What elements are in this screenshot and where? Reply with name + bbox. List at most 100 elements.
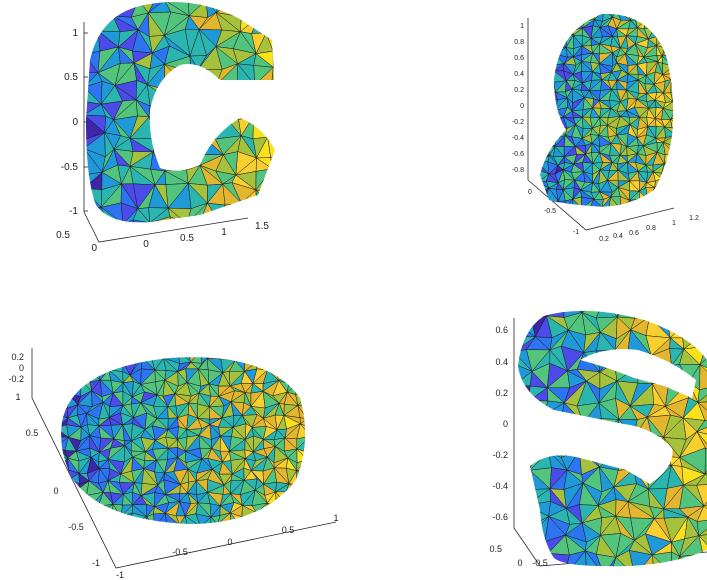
mesh-facet <box>518 451 531 475</box>
mesh-facet <box>322 503 332 518</box>
mesh-facet <box>699 364 707 391</box>
mesh-facet <box>683 125 691 138</box>
mesh-facet <box>647 198 657 207</box>
mesh-facet <box>308 529 318 538</box>
mesh-facet <box>278 357 287 360</box>
z-tick-label: 0 <box>19 363 24 373</box>
mesh-facet <box>238 84 256 104</box>
mesh-facet <box>307 361 322 371</box>
mesh-facet <box>671 19 674 30</box>
mesh-facet <box>67 536 78 548</box>
mesh-facet <box>61 385 70 396</box>
mesh-facet <box>297 357 306 362</box>
mesh-facet <box>538 219 547 226</box>
mesh-facet <box>676 125 684 138</box>
mesh-facet <box>670 319 689 339</box>
mesh-facet <box>201 80 217 99</box>
mesh-facet <box>544 83 556 93</box>
mesh-facet <box>75 368 91 381</box>
mesh-facet <box>645 316 671 339</box>
mesh-facet <box>548 432 566 452</box>
mesh-facet <box>681 189 691 199</box>
mesh-facet <box>98 218 124 223</box>
y-tick-label: 0 <box>528 189 532 196</box>
mesh-facet <box>184 98 206 124</box>
mesh-facet <box>317 403 331 416</box>
mesh-facet <box>670 182 674 191</box>
z-ticks: 0.6 0.4 0.2 0 -0.2 -0.4 -0.6 <box>492 325 508 522</box>
mesh-facet <box>265 32 275 57</box>
mesh-facet <box>265 16 275 34</box>
z-tick-label: 0.8 <box>514 39 524 46</box>
z-tick-label: 0.4 <box>514 71 524 78</box>
mesh-facet <box>86 12 103 32</box>
mesh-facet <box>307 436 323 452</box>
mesh-facet <box>611 209 620 217</box>
mesh-facet <box>670 163 674 175</box>
mesh-facet <box>540 13 547 20</box>
mesh-facet <box>91 504 101 517</box>
mesh-facet <box>680 39 691 48</box>
mesh-facet <box>609 209 621 214</box>
mesh-facet <box>664 310 689 320</box>
mesh-facet <box>518 436 535 457</box>
mesh-facet <box>518 400 530 422</box>
mesh-facet <box>540 127 550 138</box>
mesh-facet <box>671 28 674 40</box>
mesh-facet <box>266 220 275 223</box>
mesh-facet <box>61 392 70 408</box>
mesh-facet <box>540 111 548 120</box>
mesh-facet <box>132 357 143 364</box>
mesh-facet <box>65 374 82 386</box>
mesh-facet <box>545 53 555 66</box>
mesh-facet <box>296 370 306 385</box>
mesh-facet <box>61 372 67 386</box>
mesh-facet <box>75 360 91 373</box>
mesh-facet <box>540 99 548 112</box>
mesh-facet <box>684 48 692 54</box>
mesh-facet <box>545 16 559 31</box>
mesh-facet <box>87 357 99 365</box>
mesh-facet <box>602 419 620 441</box>
mesh-facet <box>666 13 674 21</box>
z-tick-label: -0.6 <box>492 512 508 522</box>
mesh-facet <box>540 19 549 31</box>
mesh-facet <box>188 121 206 139</box>
mesh-facet <box>528 436 549 457</box>
mesh-facet <box>111 536 121 548</box>
mesh-facet <box>297 502 306 518</box>
mesh-facet <box>163 357 179 359</box>
mesh-facet <box>589 208 602 216</box>
mesh-facet <box>255 535 263 548</box>
mesh-facet <box>206 357 221 359</box>
mesh-facet <box>322 359 331 370</box>
mesh-facet <box>558 217 567 226</box>
mesh-facet <box>317 415 331 424</box>
mesh-facet <box>620 209 630 217</box>
mesh-facet <box>287 80 305 101</box>
mesh-facet <box>257 525 267 534</box>
mesh-facet <box>672 146 674 157</box>
mesh-facet <box>296 523 306 524</box>
mesh-facet <box>287 221 305 241</box>
mesh-facet <box>204 98 224 115</box>
mesh-facet <box>322 350 331 361</box>
mesh-facet <box>553 20 564 31</box>
mesh-facet <box>273 539 284 549</box>
mesh-facet <box>578 310 605 313</box>
mesh-facet <box>122 357 134 363</box>
mesh-facet <box>557 19 566 31</box>
mesh-facet <box>526 501 551 517</box>
mesh-facet <box>150 151 166 172</box>
mesh-facet <box>555 220 567 226</box>
mesh-facet <box>674 54 684 67</box>
y-tick-label: 0.5 <box>489 544 502 554</box>
mesh-facet <box>601 418 620 432</box>
mesh-facet <box>672 101 674 112</box>
mesh-facet <box>65 360 82 375</box>
mesh-facet <box>119 523 132 524</box>
mesh-facet <box>681 138 691 147</box>
mesh-facet <box>628 310 650 319</box>
mesh-facet <box>540 110 548 120</box>
panel-torus: 0.2 0 -0.2 1 0.5 0 -0.5 -1 -1 -0.5 0 0.5… <box>8 348 339 580</box>
